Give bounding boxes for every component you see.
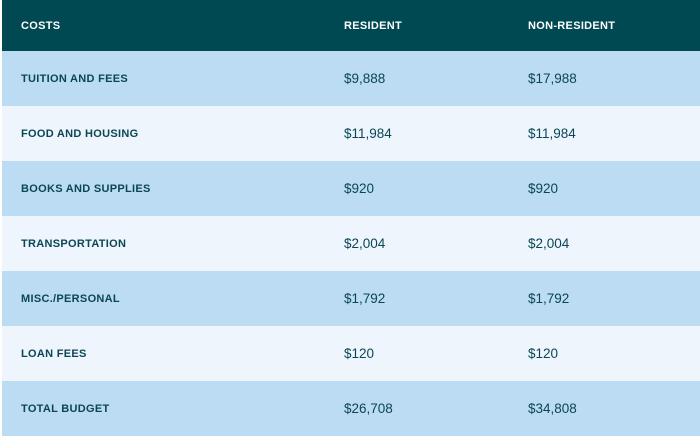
table-row: LOAN FEES $120 $120	[2, 326, 700, 381]
cost-label: TRANSPORTATION	[21, 237, 127, 250]
resident-value: $120	[344, 346, 375, 361]
non-resident-value: $1,792	[528, 291, 570, 306]
non-resident-value: $11,984	[528, 126, 576, 141]
non-resident-value: $17,988	[528, 71, 577, 86]
cost-label: BOOKS AND SUPPLIES	[21, 182, 151, 195]
cost-label: MISC./PERSONAL	[21, 292, 120, 305]
cost-label: TUITION AND FEES	[21, 72, 129, 85]
header-costs: COSTS	[21, 19, 61, 32]
cost-label: LOAN FEES	[21, 347, 87, 360]
table-row: TRANSPORTATION $2,004 $2,004	[2, 216, 700, 271]
header-non-resident: NON-RESIDENT	[528, 19, 616, 32]
resident-value: $920	[344, 181, 375, 196]
resident-value: $1,792	[344, 291, 386, 306]
cost-label: FOOD AND HOUSING	[21, 127, 139, 140]
table-row: TOTAL BUDGET $26,708 $34,808	[2, 381, 700, 436]
resident-value: $26,708	[344, 401, 393, 416]
table-row: TUITION AND FEES $9,888 $17,988	[2, 51, 700, 106]
header-resident: RESIDENT	[344, 19, 403, 32]
resident-value: $11,984	[344, 126, 392, 141]
non-resident-value: $2,004	[528, 236, 570, 251]
non-resident-value: $120	[528, 346, 559, 361]
resident-value: $2,004	[344, 236, 386, 251]
cost-label: TOTAL BUDGET	[21, 402, 110, 415]
table-header: COSTS RESIDENT NON-RESIDENT	[2, 0, 700, 51]
table-row: FOOD AND HOUSING $11,984 $11,984	[2, 106, 700, 161]
table-row: BOOKS AND SUPPLIES $920 $920	[2, 161, 700, 216]
resident-value: $9,888	[344, 71, 386, 86]
table-row: MISC./PERSONAL $1,792 $1,792	[2, 271, 700, 326]
non-resident-value: $34,808	[528, 401, 577, 416]
non-resident-value: $920	[528, 181, 559, 196]
